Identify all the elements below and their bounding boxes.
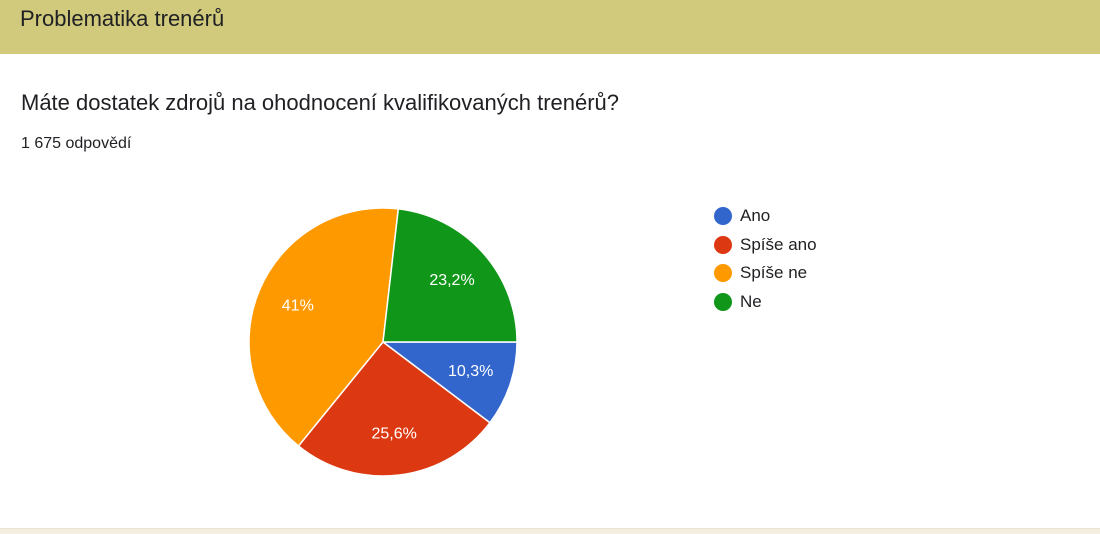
section-header: Problematika trenérů	[0, 0, 1100, 54]
section-title: Problematika trenérů	[20, 6, 225, 31]
response-count: 1 675 odpovědí	[21, 135, 132, 152]
pie-slice-label: 10,3%	[448, 363, 493, 380]
legend-label: Spíše ano	[740, 234, 817, 254]
legend-swatch-icon	[714, 207, 732, 225]
pie-slice-label: 41%	[282, 298, 314, 315]
legend-swatch-icon	[714, 292, 732, 311]
pie-slice-label: 25,6%	[371, 425, 416, 442]
pie-slice-ne[interactable]	[382, 208, 518, 343]
pie-slice-spise-ne[interactable]	[248, 207, 400, 448]
pie-slice-spise-ano[interactable]	[297, 340, 492, 477]
legend-label: Spíše ne	[740, 263, 808, 282]
footer-strip	[0, 528, 1100, 534]
pie-slice-ano[interactable]	[380, 341, 518, 424]
legend-label: Ano	[740, 206, 771, 225]
pie-slice-label: 23,2%	[429, 272, 474, 289]
question-title: Máte dostatek zdrojů na ohodnocení kvali…	[21, 90, 620, 115]
legend-label: Ne	[740, 291, 762, 311]
legend-swatch-icon	[714, 235, 732, 254]
legend-swatch-icon	[714, 264, 732, 282]
